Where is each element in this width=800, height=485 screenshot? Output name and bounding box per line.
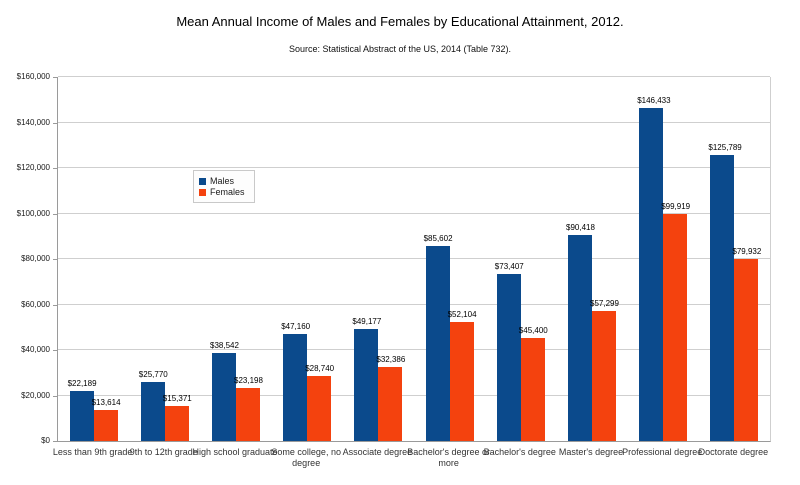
legend: Males Females: [193, 170, 255, 203]
x-category-label: Master's degree: [558, 447, 624, 457]
y-tick-mark: [53, 395, 57, 397]
bar-value-label: $79,932: [732, 247, 762, 257]
x-category-label: Doctorate degree: [698, 447, 769, 457]
bar-females-3: [236, 388, 260, 441]
x-category-label: Associate degree: [342, 447, 413, 457]
gridline: [58, 121, 770, 123]
bar-value-label: $32,386: [376, 355, 406, 365]
y-tick-label: $0: [41, 436, 50, 445]
bar-females-9: [663, 213, 688, 441]
bar-females-6: [449, 322, 474, 441]
chart-title: Mean Annual Income of Males and Females …: [176, 14, 624, 29]
bar-value-label: $47,160: [281, 321, 311, 331]
bar-females-5: [378, 367, 403, 441]
bar-males-1: [69, 390, 94, 441]
y-tick-mark: [53, 77, 57, 78]
bar-value-label: $99,919: [661, 201, 691, 211]
bar-value-label: $73,407: [494, 262, 524, 271]
bar-value-label: $49,177: [352, 317, 382, 327]
bar-males-7: [496, 274, 521, 441]
legend-item-males: Males: [199, 176, 245, 186]
bar-value-label: $15,371: [162, 394, 192, 404]
x-category-label: Less than 9th grade: [52, 447, 133, 457]
y-tick-mark: [53, 441, 57, 442]
bar-females-1: [93, 410, 118, 441]
legend-label-males: Males: [210, 176, 235, 186]
bar-value-label: $52,104: [447, 310, 477, 320]
y-tick-mark: [53, 259, 57, 260]
x-category-label: High school graduate: [192, 447, 278, 457]
x-category-label: Bachelor's degree: [483, 447, 556, 457]
bar-value-label: $90,418: [566, 223, 595, 233]
y-tick-label: $140,000: [16, 117, 50, 127]
bar-males-8: [568, 235, 592, 441]
plot-area: $22,189 $13,614 $25,770 $15,371 $38,542 $23,1…: [57, 76, 771, 442]
bar-value-label: $38,542: [210, 341, 239, 351]
y-tick-label: $40,000: [21, 345, 50, 354]
gridline: [58, 349, 770, 350]
gridline: [58, 76, 770, 77]
y-tick-mark: [53, 168, 57, 169]
x-category-label: Professional degree: [622, 447, 703, 457]
bar-value-label: $85,602: [423, 234, 453, 244]
bar-value-label: $25,770: [138, 370, 168, 380]
x-category-label: Some college, no degree: [271, 447, 341, 468]
bar-value-label: $45,400: [518, 325, 548, 335]
bar-value-label: $23,198: [234, 376, 263, 386]
bar-value-label: $146,433: [637, 95, 671, 105]
bar-value-label: $57,299: [590, 298, 619, 308]
y-tick-label: $120,000: [16, 163, 50, 172]
x-category-label: 9th to 12th grade: [129, 447, 198, 457]
bar-females-2: [164, 406, 189, 441]
y-tick-mark: [53, 304, 57, 306]
y-tick-mark: [53, 350, 57, 351]
y-tick-label: $60,000: [21, 299, 50, 309]
bar-males-5: [354, 329, 379, 441]
bar-females-10: [734, 259, 759, 441]
bar-males-4: [283, 333, 308, 441]
y-tick-label: $100,000: [16, 208, 50, 218]
bar-females-8: [592, 310, 616, 441]
males-swatch-icon: [199, 177, 206, 185]
bar-males-3: [212, 353, 236, 441]
bar-females-4: [307, 375, 332, 441]
gridline: [58, 167, 770, 168]
bar-value-label: $13,614: [91, 398, 121, 408]
y-tick-label: $80,000: [21, 254, 50, 263]
y-tick-mark: [53, 122, 57, 124]
legend-label-females: Females: [210, 187, 245, 197]
females-swatch-icon: [199, 188, 206, 196]
bar-value-label: $22,189: [67, 378, 97, 388]
bar-males-10: [710, 154, 735, 441]
chart-subtitle: Source: Statistical Abstract of the US, …: [288, 44, 512, 54]
bar-males-2: [140, 382, 165, 441]
gridline: [58, 258, 770, 259]
bar-value-label: $28,740: [305, 363, 335, 373]
gridline: [58, 303, 770, 305]
gridline: [58, 394, 770, 396]
y-tick-label: $20,000: [21, 390, 50, 400]
legend-item-females: Females: [199, 187, 245, 197]
bar-males-6: [425, 246, 450, 441]
x-category-label: Bachelor's degree or more: [407, 447, 490, 468]
bar-females-7: [520, 337, 545, 441]
gridline: [58, 212, 770, 214]
bar-value-label: $125,789: [708, 142, 742, 152]
y-tick-label: $160,000: [16, 72, 50, 81]
bar-males-9: [639, 107, 664, 441]
y-tick-mark: [53, 213, 57, 215]
